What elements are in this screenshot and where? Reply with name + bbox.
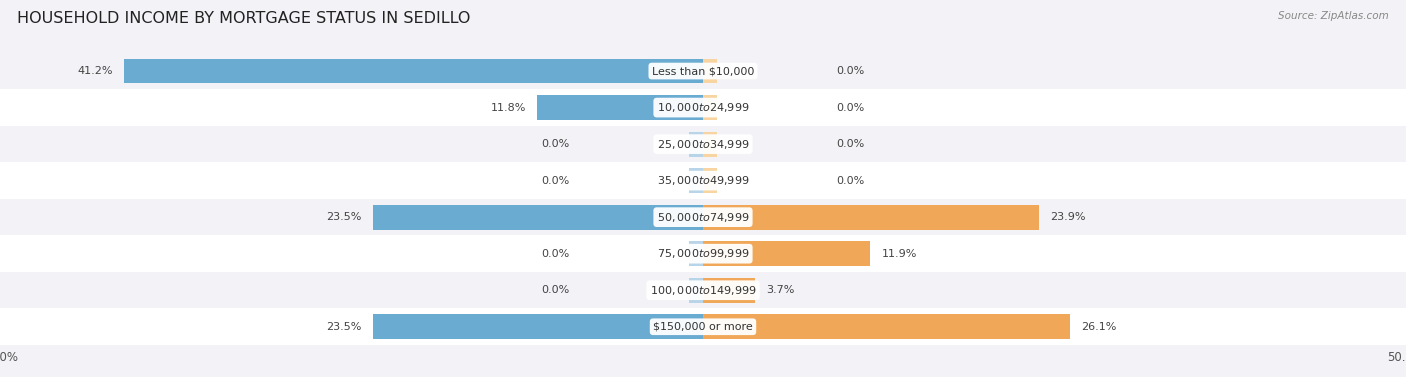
Text: 23.9%: 23.9% — [1050, 212, 1085, 222]
Bar — [703, 205, 1039, 230]
Text: 3.7%: 3.7% — [766, 285, 794, 295]
Bar — [0, 126, 1406, 162]
Text: 0.0%: 0.0% — [541, 176, 569, 185]
Bar — [703, 59, 717, 83]
Text: 23.5%: 23.5% — [326, 212, 361, 222]
Text: 11.9%: 11.9% — [882, 249, 917, 259]
Bar — [0, 199, 1406, 235]
Bar — [703, 278, 755, 303]
Bar — [0, 89, 1406, 126]
Text: 0.0%: 0.0% — [837, 103, 865, 113]
Bar — [703, 132, 717, 156]
Text: HOUSEHOLD INCOME BY MORTGAGE STATUS IN SEDILLO: HOUSEHOLD INCOME BY MORTGAGE STATUS IN S… — [17, 11, 470, 26]
Bar — [689, 278, 703, 303]
Bar — [0, 272, 1406, 308]
Text: 26.1%: 26.1% — [1081, 322, 1116, 332]
Text: 0.0%: 0.0% — [541, 285, 569, 295]
Text: $75,000 to $99,999: $75,000 to $99,999 — [657, 247, 749, 260]
Bar — [689, 168, 703, 193]
Bar — [703, 241, 870, 266]
Text: $25,000 to $34,999: $25,000 to $34,999 — [657, 138, 749, 150]
Bar — [537, 95, 703, 120]
Text: Source: ZipAtlas.com: Source: ZipAtlas.com — [1278, 11, 1389, 21]
Bar — [0, 162, 1406, 199]
Bar — [703, 168, 717, 193]
Text: $35,000 to $49,999: $35,000 to $49,999 — [657, 174, 749, 187]
Bar — [0, 235, 1406, 272]
Bar — [689, 132, 703, 156]
Bar — [703, 95, 717, 120]
Text: 0.0%: 0.0% — [837, 139, 865, 149]
Bar — [703, 314, 1070, 339]
Bar — [0, 308, 1406, 345]
Text: 0.0%: 0.0% — [837, 176, 865, 185]
Text: 0.0%: 0.0% — [541, 139, 569, 149]
Text: $150,000 or more: $150,000 or more — [654, 322, 752, 332]
Text: $50,000 to $74,999: $50,000 to $74,999 — [657, 211, 749, 224]
Text: 23.5%: 23.5% — [326, 322, 361, 332]
Bar — [373, 205, 703, 230]
Text: 0.0%: 0.0% — [837, 66, 865, 76]
Bar — [0, 53, 1406, 89]
Text: 41.2%: 41.2% — [77, 66, 112, 76]
Bar — [124, 59, 703, 83]
Text: $100,000 to $149,999: $100,000 to $149,999 — [650, 284, 756, 297]
Text: 11.8%: 11.8% — [491, 103, 526, 113]
Text: $10,000 to $24,999: $10,000 to $24,999 — [657, 101, 749, 114]
Bar — [689, 241, 703, 266]
Bar — [373, 314, 703, 339]
Text: Less than $10,000: Less than $10,000 — [652, 66, 754, 76]
Text: 0.0%: 0.0% — [541, 249, 569, 259]
